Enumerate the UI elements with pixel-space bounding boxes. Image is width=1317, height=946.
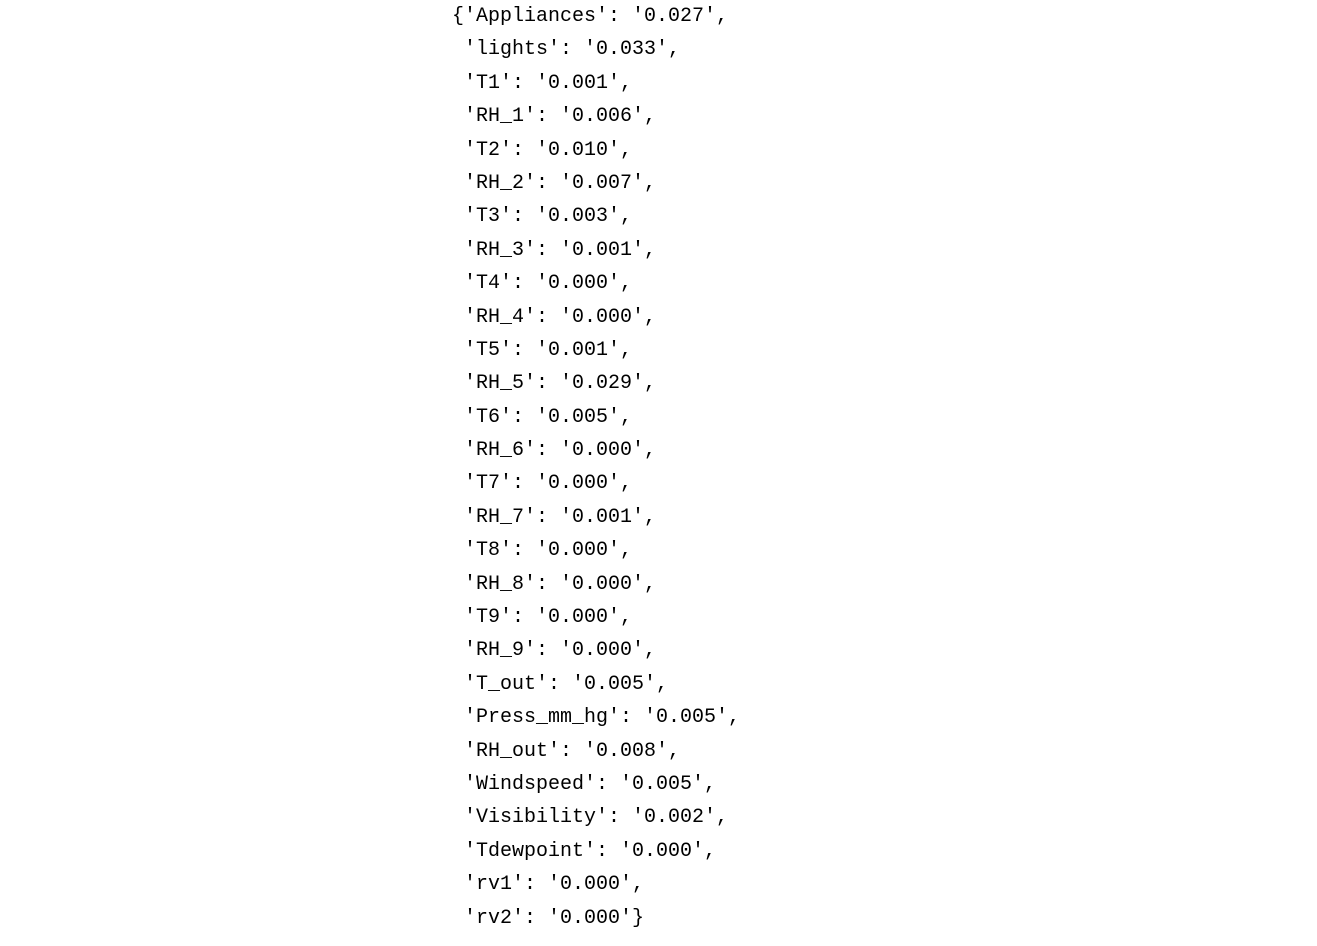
dict-text: {'Appliances': '0.027', 'lights': '0.033… — [452, 5, 740, 930]
dict-output: {'Appliances': '0.027', 'lights': '0.033… — [0, 0, 1317, 935]
